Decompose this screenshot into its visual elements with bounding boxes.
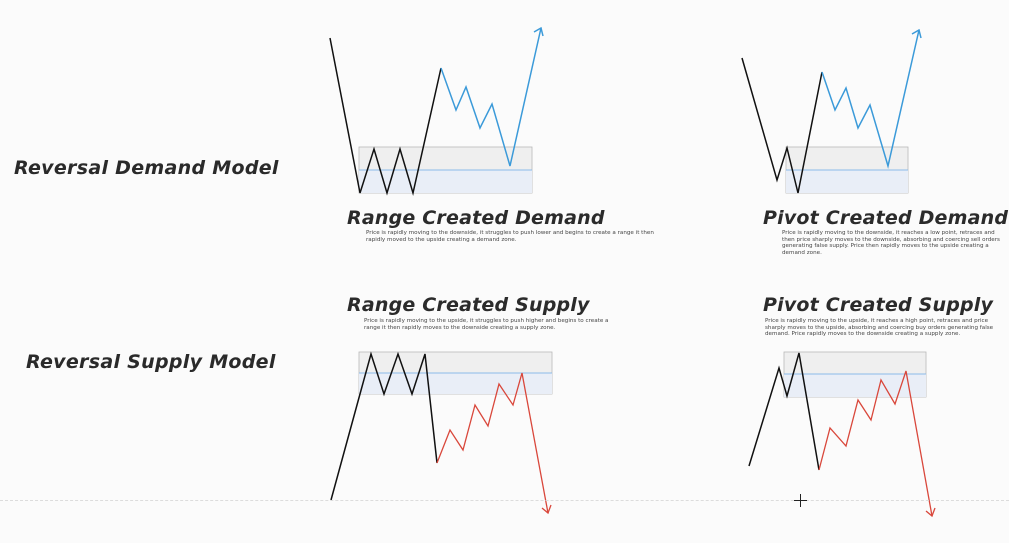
- pivot-demand-title: Pivot Created Demand: [763, 207, 1009, 229]
- range-demand-arrowhead: [533, 26, 544, 37]
- range-supply-price-path: [330, 351, 438, 501]
- range-supply-description: Price is rapidly moving to the upside, i…: [364, 318, 609, 331]
- pivot-demand-description: Price is rapidly moving to the downside,…: [782, 230, 1000, 256]
- pivot-supply-title: Pivot Created Supply: [763, 294, 994, 316]
- pivot-demand-rally-path: [821, 29, 920, 169]
- pivot-demand-price-path: [741, 57, 823, 194]
- range-supply-title: Range Created Supply: [347, 294, 590, 316]
- crosshair-cursor-icon: [794, 494, 807, 507]
- range-demand-price-path: [329, 37, 442, 196]
- range-supply-drop-path: [436, 372, 549, 514]
- range-demand-title: Range Created Demand: [347, 207, 605, 229]
- pivot-supply-price-path: [748, 352, 820, 471]
- range-supply-zone: [358, 351, 553, 395]
- pivot-supply-zone: [783, 351, 927, 398]
- range-demand-rally-path: [440, 27, 542, 167]
- pivot-demand-zone: [785, 146, 909, 194]
- range-demand-zone: [358, 146, 533, 194]
- range-demand-description: Price is rapidly moving to the downside,…: [366, 230, 654, 243]
- reversal-demand-label: Reversal Demand Model: [14, 157, 279, 179]
- pivot-demand-arrowhead: [911, 28, 922, 39]
- pivot-supply-arrowhead: [925, 507, 936, 518]
- pivot-supply-drop-path: [818, 370, 933, 517]
- dashed-guideline: [0, 500, 1009, 501]
- reversal-supply-label: Reversal Supply Model: [26, 351, 276, 373]
- range-supply-arrowhead: [541, 504, 552, 515]
- pivot-supply-description: Price is rapidly moving to the upside, i…: [765, 318, 994, 338]
